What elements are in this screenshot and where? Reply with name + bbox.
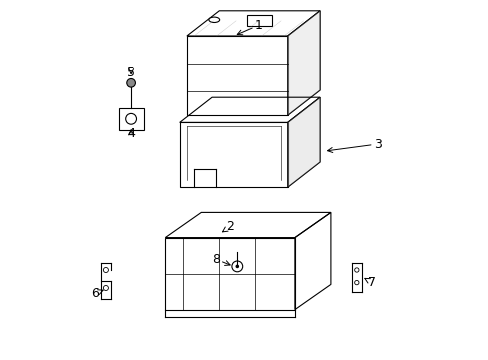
Circle shape xyxy=(126,78,135,87)
Text: 1: 1 xyxy=(237,19,263,35)
Text: 3: 3 xyxy=(327,138,381,153)
Ellipse shape xyxy=(208,17,219,22)
Polygon shape xyxy=(287,11,320,115)
Text: 2: 2 xyxy=(222,220,234,233)
Circle shape xyxy=(235,265,239,268)
Text: 7: 7 xyxy=(364,276,376,289)
Text: 8: 8 xyxy=(211,253,230,266)
Text: 6: 6 xyxy=(91,287,103,300)
Polygon shape xyxy=(287,97,320,187)
Text: 5: 5 xyxy=(127,66,135,78)
Text: 4: 4 xyxy=(127,127,135,140)
